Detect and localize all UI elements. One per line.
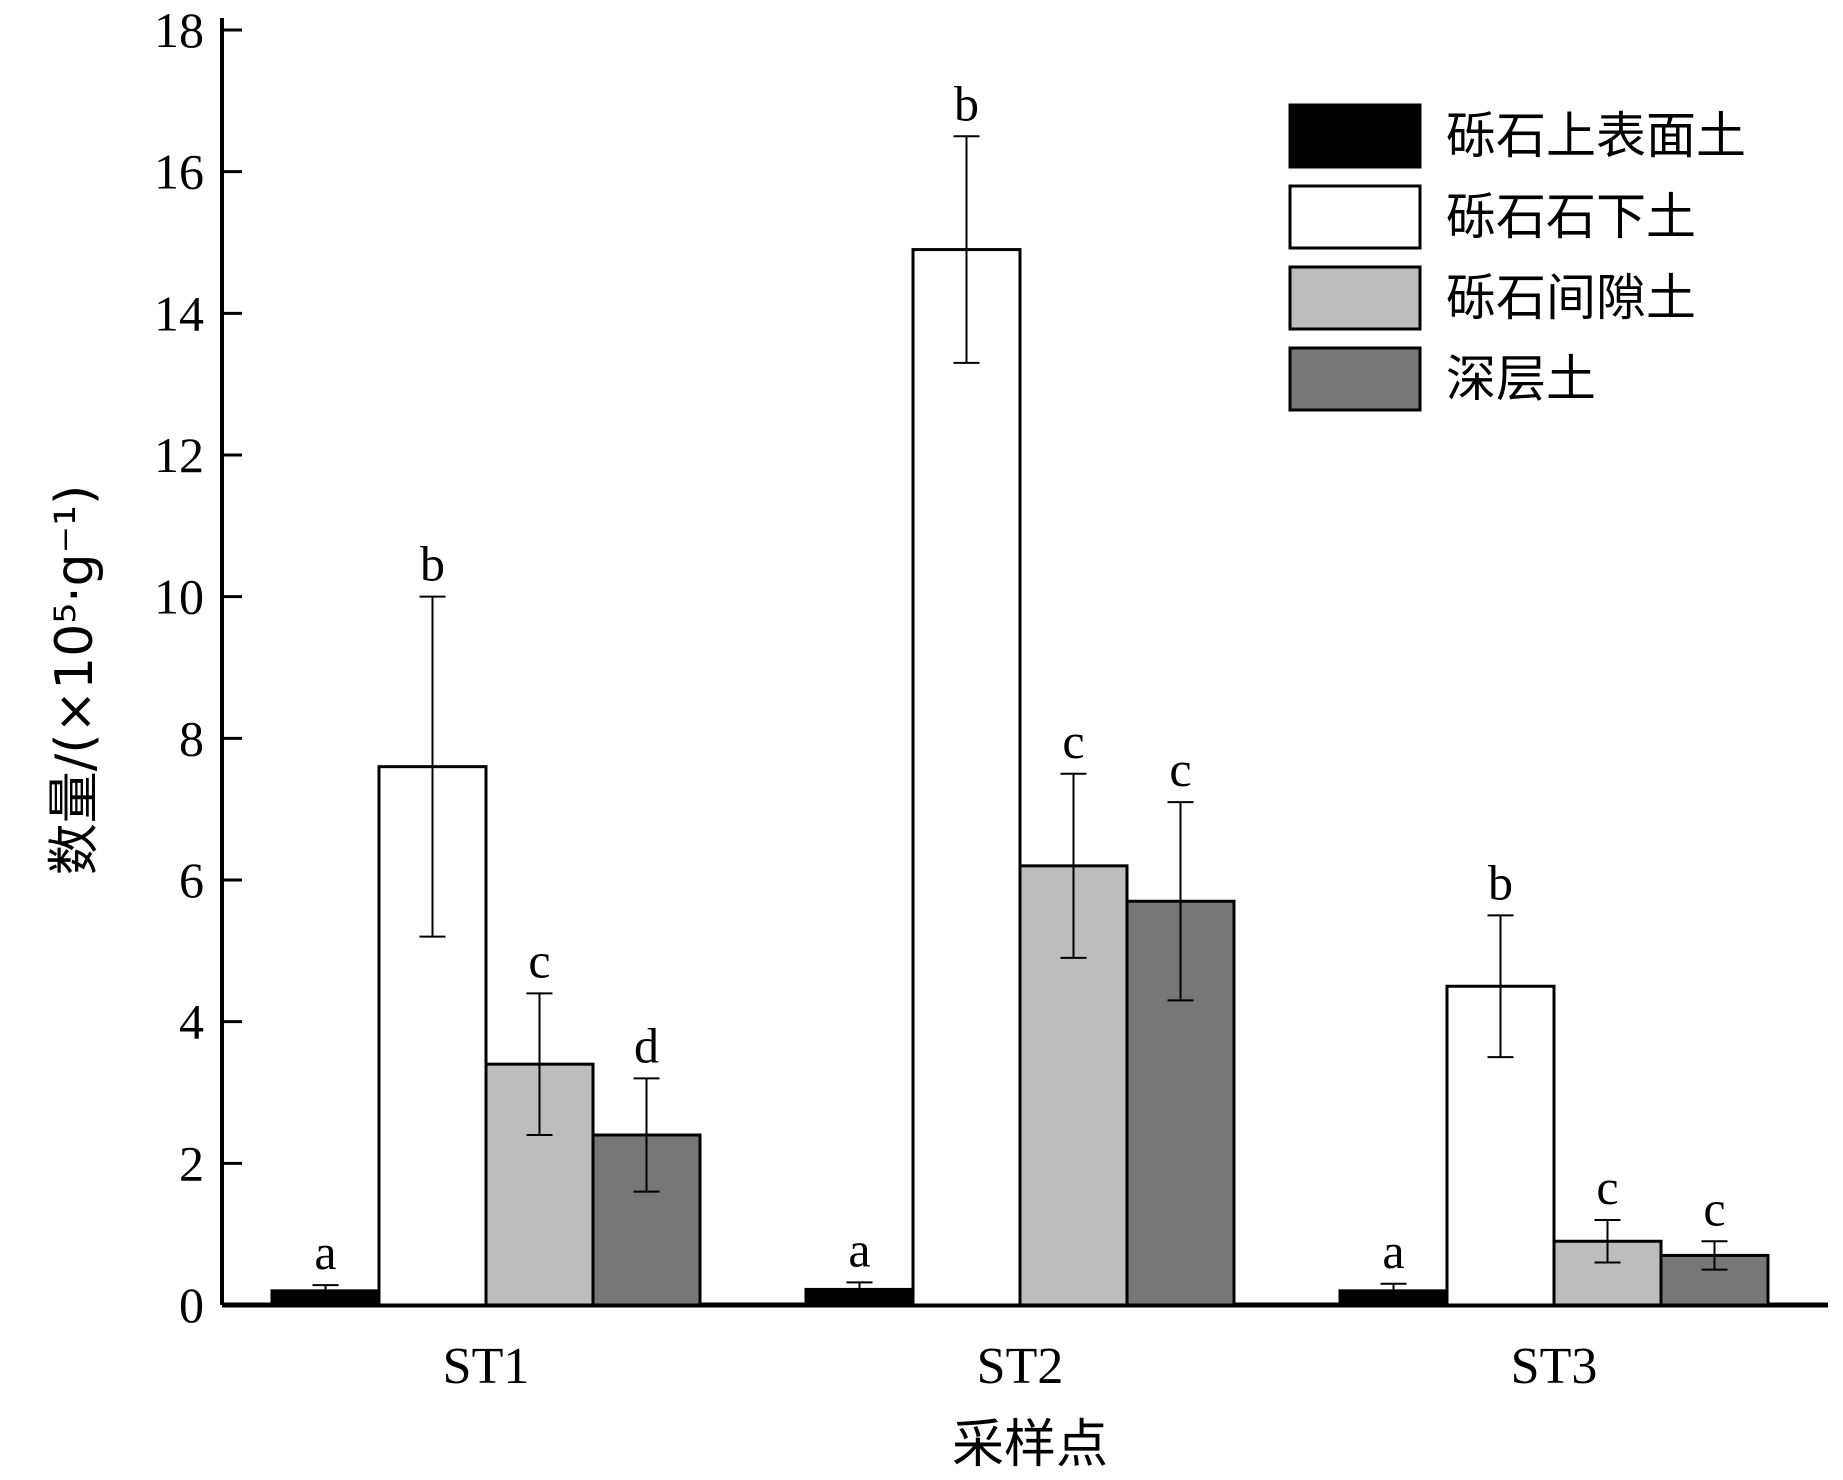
significance-label: b: [954, 75, 979, 131]
y-tick-label: 6: [179, 852, 204, 908]
y-tick-label: 14: [154, 285, 204, 341]
x-tick-label: ST1: [443, 1338, 530, 1395]
legend-swatch: [1288, 184, 1422, 250]
legend-label: 砾石石下土: [1446, 188, 1696, 246]
legend-swatch: [1288, 103, 1422, 169]
y-tick-label: 8: [179, 710, 204, 766]
legend-swatch: [1288, 346, 1422, 412]
significance-label: c: [1596, 1159, 1618, 1215]
y-axis-title: 数量/(×10⁵·g⁻¹): [45, 485, 105, 876]
y-tick-label: 0: [179, 1277, 204, 1333]
significance-label: a: [848, 1221, 870, 1277]
x-tick-label: ST3: [1511, 1338, 1598, 1395]
bars: a b c d a b c c a b c c: [270, 75, 1770, 1307]
y-tick-label: 18: [154, 2, 204, 58]
y-tick-label: 2: [179, 1135, 204, 1191]
legend-label: 砾石上表面土: [1446, 107, 1746, 165]
bar: [911, 248, 1022, 1307]
axes: 0 2 4 6 8 10 12 14 16 18 ST1 ST2 ST3: [154, 2, 1828, 1395]
significance-label: c: [1703, 1180, 1725, 1236]
significance-label: a: [314, 1224, 336, 1280]
x-tick-label: ST2: [977, 1338, 1064, 1395]
legend-label: 砾石间隙土: [1446, 269, 1696, 327]
y-tick-label: 10: [154, 569, 204, 625]
significance-label: c: [1169, 741, 1191, 797]
legend-swatch: [1288, 265, 1422, 331]
y-tick-label: 16: [154, 144, 204, 200]
legend-label: 深层土: [1446, 350, 1596, 408]
y-tick-label: 4: [179, 994, 204, 1050]
significance-label: a: [1382, 1223, 1404, 1279]
significance-label: b: [1488, 854, 1513, 910]
significance-label: c: [528, 932, 550, 988]
x-axis-title: 采样点: [952, 1415, 1108, 1475]
significance-label: c: [1062, 713, 1084, 769]
significance-label: d: [634, 1017, 659, 1073]
significance-label: b: [420, 536, 445, 592]
y-tick-label: 12: [154, 427, 204, 483]
